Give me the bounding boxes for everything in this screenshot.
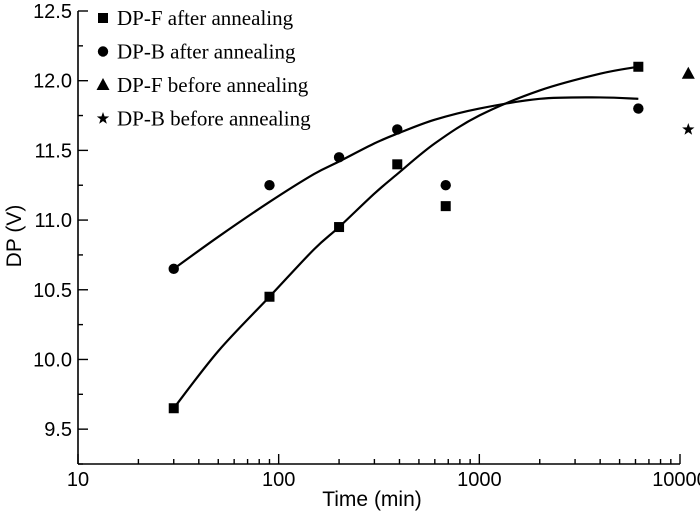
x-tick-label: 1000 [457,469,502,491]
fit-curve [173,96,639,270]
point-square [633,61,644,72]
point-circle [168,263,179,275]
x-tick-label: 10000 [652,469,700,491]
y-tick-label: 11.5 [35,140,72,162]
legend-label: DP-B before annealing [117,107,311,131]
x-tick-label: 10 [67,469,89,491]
y-tick-label: 10.0 [33,349,72,371]
legend-square-marker [98,13,108,23]
point-circle [440,180,451,191]
legend-star-marker [96,112,110,124]
y-tick-label: 12.0 [33,71,72,93]
y-tick-label: 12.5 [33,1,72,23]
point-star [682,122,695,135]
point-circle [333,152,345,163]
fit-curves [172,65,639,409]
legend-triangle-marker [96,78,110,90]
x-tick-label: 100 [262,469,295,491]
y-axis-label: DP (V) [3,205,26,268]
y-tick-label: 10.5 [33,280,72,302]
y-tick-label: 9.5 [44,419,72,441]
point-square [264,291,275,302]
point-circle [392,124,403,135]
y-tick-label: 11.0 [35,210,72,232]
legend-label: DP-F after annealing [117,6,294,30]
point-circle [264,180,275,191]
legend-circle-marker [97,46,109,57]
x-axis-label: Time (min) [322,488,422,511]
data-marks [168,61,695,414]
axes: 10 100 1000 10000 9.5 10.0 10.5 11.0 11.5 12.0 12.… [33,1,700,491]
legend-label: DP-F before annealing [117,73,309,97]
point-square [334,222,345,233]
point-triangle [681,66,695,79]
point-square [392,159,403,170]
point-square [168,403,179,414]
legend-label: DP-B after annealing [117,40,296,64]
point-circle [633,103,644,114]
point-square [440,201,451,212]
legend: DP-F after annealing DP-B after annealing… [96,6,311,131]
fit-curve [172,65,639,409]
